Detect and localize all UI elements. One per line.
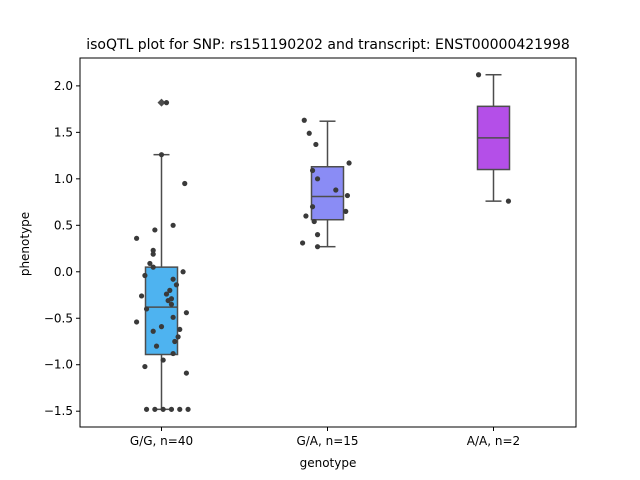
y-tick-label: −1.0 [44,358,73,372]
y-tick-label: 1.0 [54,172,73,186]
plot-area: −1.5 −1.0 −0.5 0.0 0.5 1.0 1.5 2.0 G/G, n=40 G/A,… [44,57,577,448]
data-point [185,406,191,412]
data-point [314,176,321,182]
data-point [152,406,158,412]
data-point [142,363,148,370]
y-tick-label: −0.5 [44,311,73,325]
data-point [344,192,351,199]
data-point [150,328,156,334]
data-point [343,208,349,214]
data-point [300,240,306,246]
data-point [158,152,165,158]
data-point [314,231,321,238]
data-point [177,406,183,412]
data-point [311,218,317,225]
y-axis-label: phenotype [18,212,32,276]
data-point [301,117,307,123]
data-point [142,272,148,279]
data-point [134,319,140,325]
data-point [158,324,165,330]
data-point [167,287,173,293]
data-point [309,204,316,210]
data-point [153,343,160,349]
y-tick-label: 0.0 [54,265,73,279]
data-point [183,310,189,316]
data-point [306,130,312,136]
data-point [314,244,321,250]
data-point [333,187,339,193]
data-point [143,406,150,412]
data-point [313,141,319,148]
data-point [147,260,153,267]
data-point [170,276,176,282]
data-point [138,293,145,299]
data-point [150,251,156,257]
data-point [168,406,175,412]
data-point [150,247,156,254]
y-tick-label: 0.5 [54,218,73,232]
data-point [177,326,183,333]
x-tick-label: G/A, n=15 [296,434,358,448]
x-axis-label: genotype [300,456,357,470]
data-point [309,167,316,174]
chart-title: isoQTL plot for SNP: rs151190202 and tra… [86,37,570,53]
data-point [134,235,140,241]
outlier-marker [157,98,166,107]
data-point [180,269,186,275]
data-point [183,370,189,376]
data-point [303,213,309,219]
data-point [175,334,181,340]
data-point [173,282,180,288]
box [310,165,345,221]
data-point [170,350,176,357]
data-point [475,72,482,78]
data-point [168,301,175,307]
box [144,266,179,356]
y-tick-label: −1.5 [44,404,73,418]
data-point [172,338,178,345]
data-point [505,198,512,204]
data-point [163,291,170,297]
data-point [170,314,176,320]
data-point [152,227,158,233]
y-tick-label: 1.5 [54,125,73,139]
data-point [170,222,176,228]
data-point [150,264,156,270]
data-point [182,180,188,187]
data-point [165,297,171,304]
data-point [160,357,166,363]
data-point [346,160,352,166]
x-tick-label: A/A, n=2 [467,434,520,448]
data-point [160,406,166,412]
data-point [163,100,170,106]
y-tick-label: 2.0 [54,79,73,93]
data-point [143,306,150,312]
x-tick-label: G/G, n=40 [130,434,193,448]
